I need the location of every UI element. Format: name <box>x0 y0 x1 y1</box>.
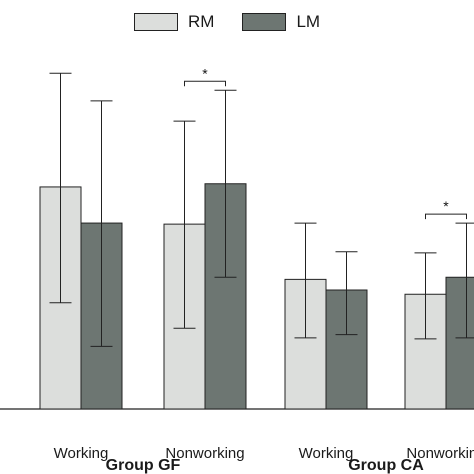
legend-swatch-rm <box>134 13 178 31</box>
x-tick-label-3: Nonworking <box>406 445 474 462</box>
x-tick-label-2: Working <box>299 445 354 462</box>
group-label-0: Group GF <box>106 457 181 474</box>
x-tick-label-0: Working <box>54 445 109 462</box>
legend-item-rm: RM <box>134 12 214 32</box>
significance-bracket-0 <box>184 80 226 87</box>
significance-star-0: * <box>202 65 208 81</box>
significance-star-1: * <box>443 198 449 214</box>
legend-item-lm: LM <box>242 12 320 32</box>
group-label-1: Group CA <box>348 457 424 474</box>
significance-bracket-1 <box>425 213 467 220</box>
legend-label-lm: LM <box>296 12 321 31</box>
bar-lm-3 <box>445 276 474 410</box>
legend-label-rm: RM <box>188 12 215 31</box>
x-tick-label-1: Nonworking <box>165 445 244 462</box>
legend: RM LM <box>134 12 348 32</box>
legend-swatch-lm <box>242 13 287 31</box>
